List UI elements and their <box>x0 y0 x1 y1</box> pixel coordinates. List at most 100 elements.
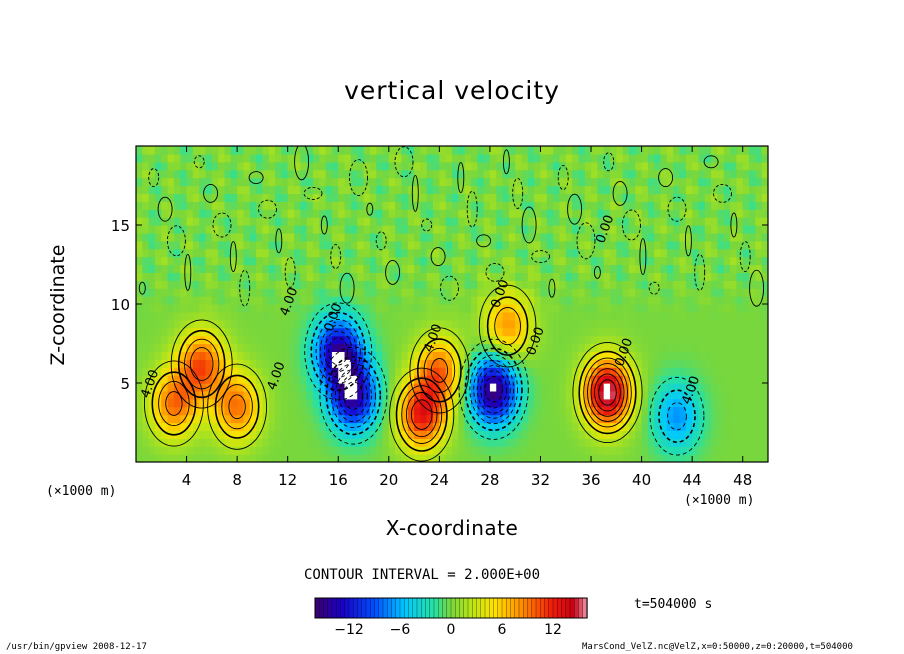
heatmap-cell <box>300 240 308 250</box>
heatmap-cell <box>154 248 162 258</box>
heatmap-cell <box>350 201 358 210</box>
heatmap-cell <box>761 359 768 368</box>
colorbar-segment <box>459 597 465 619</box>
heatmap-cell <box>464 161 472 171</box>
heatmap-cell <box>622 256 630 266</box>
colorbar-segment <box>480 597 486 619</box>
heatmap-cell <box>363 438 371 447</box>
heatmap-cell <box>534 169 542 179</box>
heatmap-cell <box>534 225 542 234</box>
heatmap-cell <box>275 272 282 281</box>
heatmap-cell <box>167 414 175 424</box>
heatmap-cell <box>395 240 403 250</box>
heatmap-cell <box>211 438 219 447</box>
heatmap-cell <box>287 177 295 187</box>
heatmap-cell <box>256 406 263 416</box>
heatmap-cell <box>553 296 561 305</box>
heatmap-cell <box>331 146 339 155</box>
heatmap-cell <box>610 288 617 297</box>
heatmap-cell <box>363 248 371 258</box>
heatmap-cell <box>527 438 535 447</box>
heatmap-cell <box>211 201 219 210</box>
heatmap-cell <box>502 327 510 337</box>
heatmap-cell <box>489 351 497 360</box>
heatmap-cell <box>388 185 396 194</box>
heatmap-cell <box>647 232 655 242</box>
heatmap-cell <box>407 422 415 431</box>
heatmap-cell <box>534 161 542 171</box>
heatmap-cell <box>591 209 598 218</box>
heatmap-cell <box>761 256 768 266</box>
heatmap-cell <box>464 430 472 439</box>
heatmap-cell <box>142 335 150 345</box>
heatmap-cell <box>477 398 485 408</box>
heatmap-cell <box>433 185 440 194</box>
heatmap-cell <box>603 177 611 187</box>
heatmap-cell <box>591 248 598 258</box>
heatmap-cell <box>426 398 434 408</box>
heatmap-cell <box>230 351 238 360</box>
heatmap-cell <box>268 375 276 384</box>
heatmap-cell <box>331 343 339 352</box>
heatmap-cell <box>211 359 219 368</box>
heatmap-cell <box>173 383 181 392</box>
heatmap-cell <box>376 169 384 179</box>
heatmap-cell <box>180 280 188 289</box>
heatmap-cell <box>553 438 561 447</box>
heatmap-cell <box>338 232 346 242</box>
heatmap-cell <box>489 359 497 368</box>
heatmap-cell <box>205 351 213 360</box>
heatmap-cell <box>622 359 630 368</box>
heatmap-cell <box>635 225 643 234</box>
heatmap-cell <box>180 232 188 242</box>
heatmap-cell <box>717 311 725 321</box>
heatmap-cell <box>350 304 358 313</box>
heatmap-cell <box>527 193 535 202</box>
heatmap-cell <box>622 375 630 384</box>
heatmap-cell <box>205 264 213 273</box>
heatmap-cell <box>749 327 756 337</box>
heatmap-cell <box>508 375 516 384</box>
heatmap-cell <box>546 225 554 234</box>
heatmap-cell <box>666 311 674 321</box>
heatmap-cell <box>382 153 390 163</box>
heatmap-cell <box>515 343 523 352</box>
x-tick-label: 12 <box>278 471 297 489</box>
heatmap-cell <box>597 280 605 289</box>
heatmap-cell <box>388 406 396 416</box>
heatmap-cell <box>572 414 579 424</box>
colorbar-tick-label: 12 <box>544 622 562 638</box>
heatmap-cell <box>294 280 301 289</box>
heatmap-cell <box>635 288 643 297</box>
heatmap-cell <box>369 406 377 416</box>
contour-line <box>593 265 601 279</box>
heatmap-cell <box>167 438 175 447</box>
heatmap-cell <box>300 359 308 368</box>
heatmap-cell <box>331 185 339 194</box>
heatmap-cell <box>338 146 346 155</box>
heatmap-cell <box>458 232 466 242</box>
heatmap-cell <box>597 406 605 416</box>
heatmap-cell <box>357 169 365 179</box>
heatmap-cell <box>338 264 346 273</box>
heatmap-cell <box>167 169 175 179</box>
heatmap-cell <box>679 438 687 447</box>
heatmap-cell <box>622 146 630 155</box>
heatmap-cell <box>452 146 459 155</box>
heatmap-cell <box>470 359 478 368</box>
heatmap-cell <box>483 193 491 202</box>
heatmap-cell <box>464 414 472 424</box>
heatmap-cell <box>489 304 497 313</box>
heatmap-cell <box>540 146 548 155</box>
heatmap-cell <box>300 422 308 431</box>
heatmap-cell <box>559 311 567 321</box>
heatmap-cell <box>357 272 365 281</box>
x-unit-right: (×1000 m) <box>684 493 755 508</box>
heatmap-cell <box>275 232 282 242</box>
heatmap-cell <box>654 359 662 368</box>
heatmap-cell <box>344 398 352 408</box>
heatmap-cell <box>502 256 510 266</box>
heatmap-cell <box>603 398 611 408</box>
heatmap-cell <box>167 446 175 455</box>
heatmap-cell <box>641 288 649 297</box>
